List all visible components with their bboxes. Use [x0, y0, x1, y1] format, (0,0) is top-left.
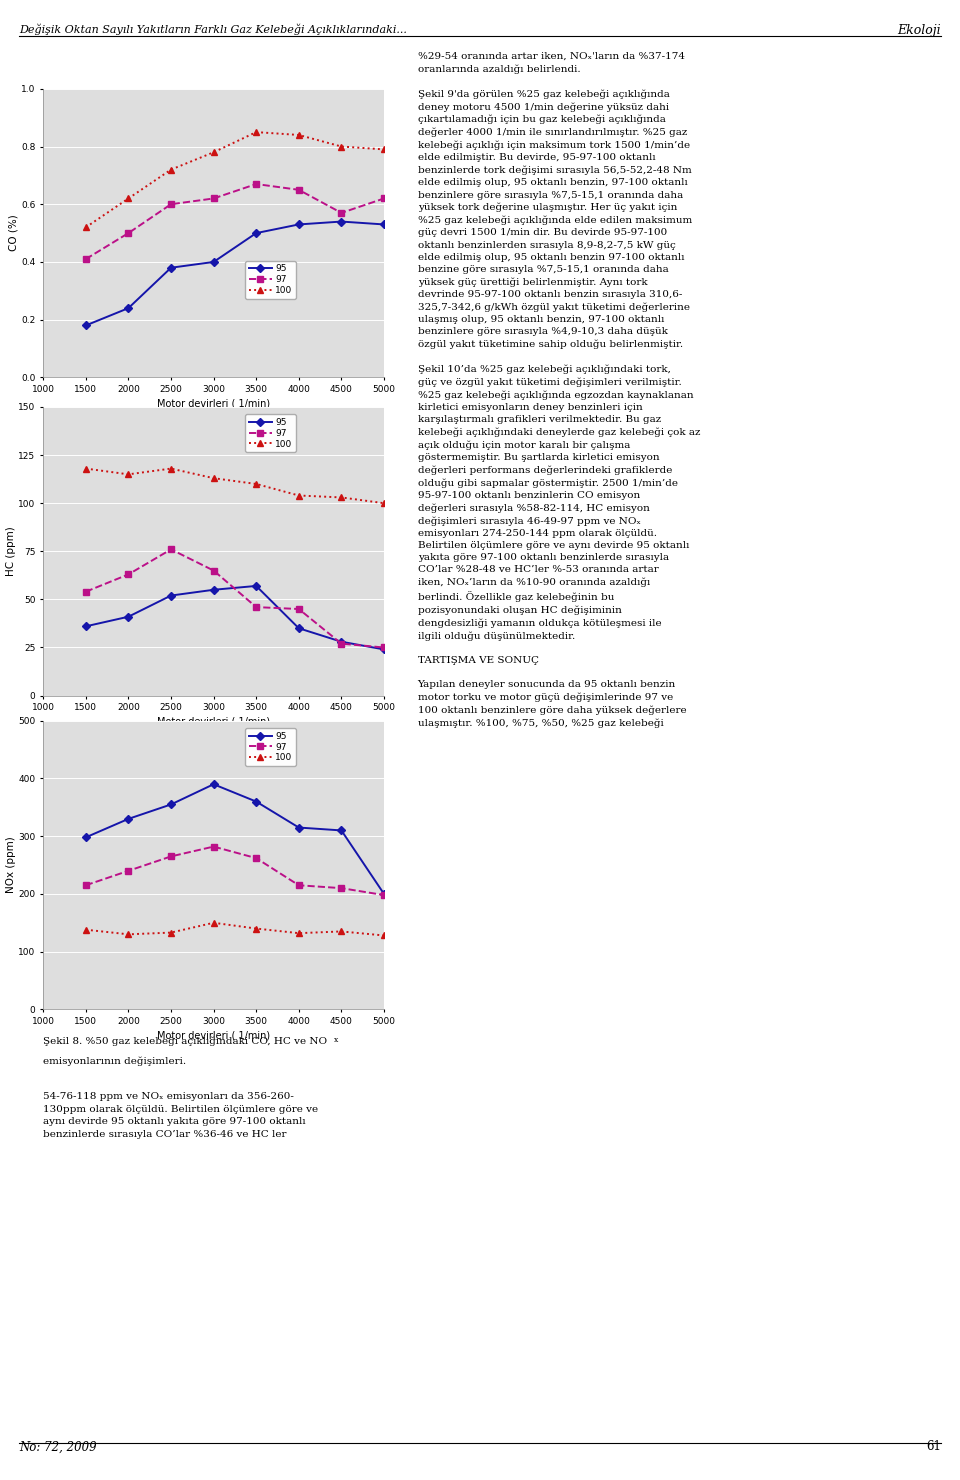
Text: 61: 61	[926, 1440, 941, 1453]
Legend: 95, 97, 100: 95, 97, 100	[246, 260, 296, 299]
Text: No: 72, 2009: No: 72, 2009	[19, 1440, 97, 1453]
Text: x: x	[334, 1036, 338, 1043]
X-axis label: Motor devirleri ( 1/min): Motor devirleri ( 1/min)	[157, 716, 270, 727]
Y-axis label: NOx (ppm): NOx (ppm)	[6, 836, 15, 894]
X-axis label: Motor devirleri ( 1/min): Motor devirleri ( 1/min)	[157, 1030, 270, 1040]
Text: 54-76-118 ppm ve NOₓ emisyonları da 356-260-
130ppm olarak ölçüldü. Belirtilen ö: 54-76-118 ppm ve NOₓ emisyonları da 356-…	[43, 1092, 319, 1138]
Text: Ekoloji: Ekoloji	[898, 24, 941, 37]
Text: %29-54 oranında artar iken, NOₓ'ların da %37-174
oranlarında azaldığı belirlendi: %29-54 oranında artar iken, NOₓ'ların da…	[418, 52, 700, 728]
Text: Değişik Oktan Sayılı Yakıtların Farklı Gaz Kelebeği Açıklıklarındaki...: Değişik Oktan Sayılı Yakıtların Farklı G…	[19, 24, 407, 36]
Text: Şekil 8. %50 gaz kelebeği açıklığındaki CO, HC ve NO: Şekil 8. %50 gaz kelebeği açıklığındaki …	[43, 1036, 327, 1045]
X-axis label: Motor devirleri ( 1/min): Motor devirleri ( 1/min)	[157, 398, 270, 408]
Y-axis label: HC (ppm): HC (ppm)	[6, 527, 15, 576]
Legend: 95, 97, 100: 95, 97, 100	[246, 728, 296, 767]
Legend: 95, 97, 100: 95, 97, 100	[246, 414, 296, 453]
Text: emisyonlarının değişimleri.: emisyonlarının değişimleri.	[43, 1057, 186, 1066]
Y-axis label: CO (%): CO (%)	[9, 215, 18, 252]
